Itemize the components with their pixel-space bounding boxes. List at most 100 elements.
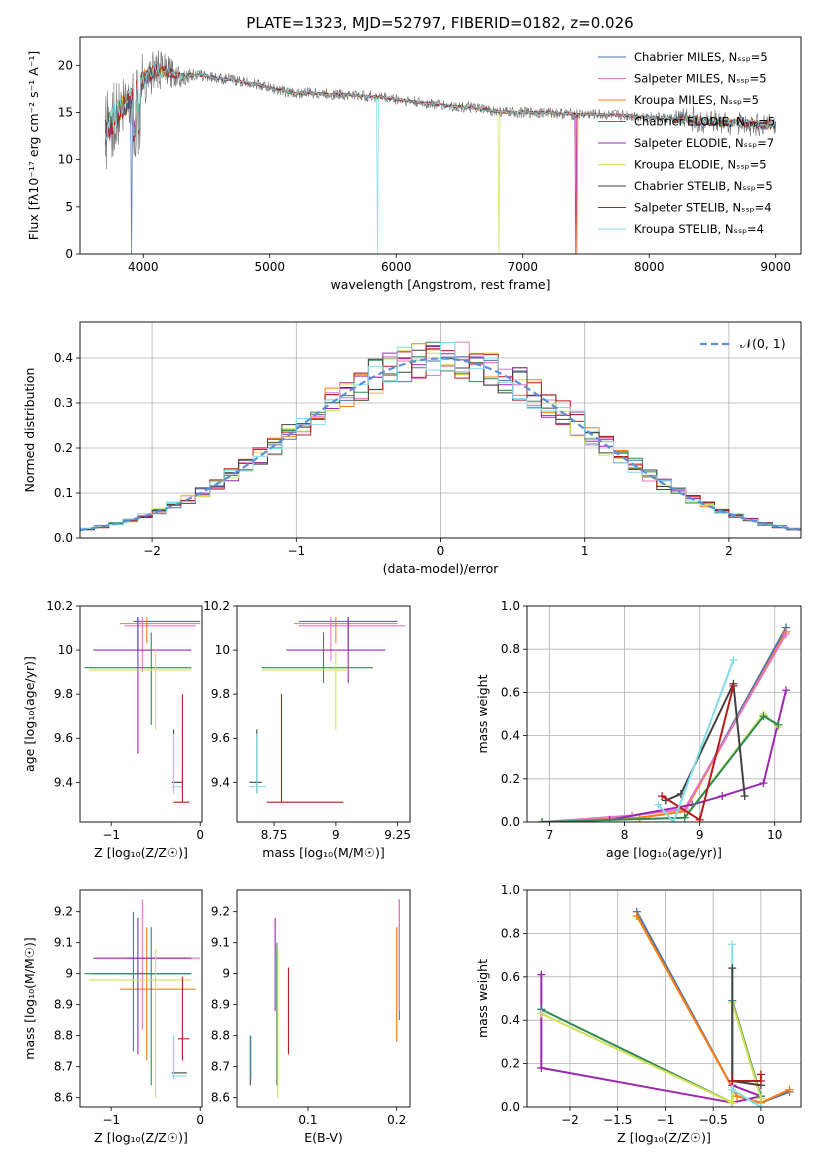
mass-weight-line bbox=[657, 659, 735, 822]
spectrum-xtick-label: 5000 bbox=[254, 260, 285, 274]
massweight-vs-z-panel: −2 −1.5 −1 −0.5 0 0.0 0.2 0.4 0.6 0.8 1.0 Z [log₁₀(… bbox=[475, 883, 802, 1145]
residual-histogram-ylabel: Normed distribution bbox=[22, 368, 37, 493]
massweight-vs-z-ytick-label: 0.8 bbox=[501, 926, 520, 940]
spectrum-ytick-label: 10 bbox=[58, 153, 73, 167]
age-vs-z-ytick-label: 10 bbox=[58, 643, 73, 657]
massweight-vs-z-ytick-label: 0.6 bbox=[501, 970, 520, 984]
spectrum-legend-label: Chabrier MILES, Nₛₛₚ=5 bbox=[634, 50, 768, 64]
mass-vs-z-xlabel: Z [log₁₀(Z/Z☉)] bbox=[94, 1130, 188, 1145]
spectrum-legend-label: Kroupa ELODIE, Nₛₛₚ=5 bbox=[634, 158, 767, 172]
age-vs-z-ytick-label: 9.4 bbox=[54, 775, 73, 789]
massweight-vs-age-ytick-label: 0.8 bbox=[501, 642, 520, 656]
massweight-vs-z-ytick-label: 0.2 bbox=[501, 1057, 520, 1071]
age-vs-mass-ytick-label: 9.4 bbox=[211, 775, 230, 789]
spectrum-ytick-label: 5 bbox=[65, 200, 73, 214]
massweight-vs-age-panel: 7 8 9 10 0.0 0.2 0.4 0.6 0.8 1.0 age [log₁₀(age/yr… bbox=[475, 599, 802, 860]
mass-vs-ebv-frame bbox=[236, 889, 411, 1108]
massweight-vs-age-xtick-label: 10 bbox=[767, 828, 782, 842]
spectrum-legend-label: Kroupa STELIB, Nₛₛₚ=4 bbox=[634, 222, 764, 236]
age-vs-mass-frame bbox=[236, 605, 411, 823]
residual-histogram-xtick-label: 2 bbox=[725, 544, 733, 558]
figure-title: PLATE=1323, MJD=52797, FIBERID=0182, z=0… bbox=[246, 14, 633, 32]
spectrum-xtick-label: 8000 bbox=[634, 260, 665, 274]
mass-vs-z-panel: −1 0 8.6 8.7 8.8 8.9 9 9.1 9.2 Z [log₁₀(Z/Z☉)] mas… bbox=[22, 889, 204, 1145]
residual-histogram-panel: −2 −1 0 1 2 0.0 0.1 0.2 0.3 0.4 (data-model)/error… bbox=[22, 321, 802, 576]
mass-vs-ebv-ytick-label: 8.7 bbox=[211, 1060, 230, 1074]
mass-vs-ebv-xtick-label: 0.2 bbox=[387, 1113, 406, 1127]
mass-vs-ebv-xlabel: E(B-V) bbox=[304, 1130, 343, 1145]
mass-vs-z-ytick-label: 8.6 bbox=[54, 1091, 73, 1105]
massweight-vs-z-plot-area bbox=[527, 890, 801, 1107]
massweight-vs-age-xtick-label: 9 bbox=[696, 828, 704, 842]
mass-weight-line bbox=[541, 633, 787, 822]
spectrum-legend-label: Chabrier STELIB, Nₛₛₚ=5 bbox=[634, 179, 773, 193]
massweight-vs-age-ytick-label: 0.0 bbox=[501, 815, 520, 829]
mass-vs-z-ytick-label: 8.7 bbox=[54, 1060, 73, 1074]
residual-histogram-ytick-label: 0.1 bbox=[54, 486, 73, 500]
mass-vs-z-xtick-label: 0 bbox=[196, 1113, 204, 1127]
spectrum-xtick-label: 4000 bbox=[128, 260, 159, 274]
age-vs-mass-ytick-label: 9.8 bbox=[211, 687, 230, 701]
age-vs-mass-xtick-label: 9 bbox=[332, 828, 340, 842]
mass-vs-ebv-xtick-label: 0.1 bbox=[298, 1113, 317, 1127]
spectrum-line bbox=[104, 63, 776, 254]
spectrum-frame bbox=[79, 36, 802, 255]
mass-weight-line bbox=[665, 682, 746, 802]
age-vs-mass-xtick-label: 9.25 bbox=[384, 828, 411, 842]
massweight-vs-age-ytick-label: 0.6 bbox=[501, 685, 520, 699]
spectrum-ytick-label: 0 bbox=[65, 247, 73, 261]
age-vs-mass-plot-area bbox=[249, 617, 406, 803]
mass-vs-z-ytick-label: 9 bbox=[65, 967, 73, 981]
spectrum-legend-label: Salpeter MILES, Nₛₛₚ=5 bbox=[634, 72, 767, 86]
spectrum-ytick-label: 20 bbox=[58, 58, 73, 72]
mass-vs-ebv-ytick-label: 8.8 bbox=[211, 1029, 230, 1043]
residual-histogram-xlabel: (data-model)/error bbox=[383, 561, 500, 576]
mass-vs-z-ylabel: mass [log₁₀(M/M☉)] bbox=[22, 937, 37, 1059]
mass-vs-ebv-ytick-label: 8.6 bbox=[211, 1091, 230, 1105]
spectrum-ytick-label: 15 bbox=[58, 105, 73, 119]
massweight-vs-z-frame bbox=[526, 889, 802, 1108]
spectrum-legend-label: Salpeter ELODIE, Nₛₛₚ=7 bbox=[634, 136, 774, 150]
massweight-vs-age-ytick-label: 0.4 bbox=[501, 729, 520, 743]
mass-vs-z-ytick-label: 9.1 bbox=[54, 936, 73, 950]
spectrum-xtick-label: 9000 bbox=[760, 260, 791, 274]
residual-histogram-xtick-label: −2 bbox=[143, 544, 161, 558]
mass-vs-ebv-ytick-label: 9 bbox=[222, 967, 230, 981]
massweight-vs-z-ytick-label: 0.4 bbox=[501, 1013, 520, 1027]
spectrum-legend-label: Chabrier ELODIE, Nₛₛₚ=5 bbox=[634, 115, 775, 129]
age-vs-z-frame bbox=[79, 605, 203, 823]
mass-vs-ebv-ytick-label: 8.9 bbox=[211, 998, 230, 1012]
residual-histogram-xtick-label: 0 bbox=[437, 544, 445, 558]
age-vs-z-ytick-label: 9.6 bbox=[54, 731, 73, 745]
residual-histogram-xtick-label: 1 bbox=[581, 544, 589, 558]
massweight-vs-age-xtick-label: 8 bbox=[621, 828, 629, 842]
massweight-vs-z-ytick-label: 0.0 bbox=[501, 1100, 520, 1114]
mass-vs-ebv-ytick-label: 9.1 bbox=[211, 936, 230, 950]
mass-vs-z-plot-area bbox=[84, 899, 201, 1098]
mass-vs-z-ytick-label: 8.9 bbox=[54, 998, 73, 1012]
mass-vs-z-ytick-label: 8.8 bbox=[54, 1029, 73, 1043]
age-vs-z-xtick-label: 0 bbox=[196, 828, 204, 842]
massweight-vs-age-xlabel: age [log₁₀(age/yr)] bbox=[606, 845, 722, 860]
residual-histogram-plot-area bbox=[80, 322, 801, 538]
age-vs-z-ylabel: age [log₁₀(age/yr)] bbox=[22, 656, 37, 772]
massweight-vs-z-xtick-label: −1.5 bbox=[603, 1113, 632, 1127]
massweight-vs-z-xtick-label: 0 bbox=[757, 1113, 765, 1127]
age-vs-mass-panel: 8.75 9 9.25 9.4 9.6 9.8 10 10.2 mass [log₁₀(M/M☉… bbox=[203, 599, 411, 860]
mass-vs-ebv-panel: 0.1 0.2 8.6 8.7 8.8 8.9 9 9.1 9.2 E(B-V) bbox=[211, 889, 411, 1145]
normal-curve bbox=[80, 357, 801, 532]
spectrum-panel: 4000 5000 6000 7000 8000 9000 0 5 10 15 20 waveleng… bbox=[26, 36, 802, 292]
mass-vs-z-ytick-label: 9.2 bbox=[54, 905, 73, 919]
spectrum-legend-label: Kroupa MILES, Nₛₛₚ=5 bbox=[634, 93, 759, 107]
age-vs-mass-ytick-label: 9.6 bbox=[211, 731, 230, 745]
massweight-vs-z-ytick-label: 1.0 bbox=[501, 883, 520, 897]
massweight-vs-age-frame bbox=[526, 605, 802, 823]
residual-histogram-xtick-label: −1 bbox=[287, 544, 305, 558]
spectrum-xtick-label: 7000 bbox=[507, 260, 538, 274]
histogram-legend-label: 𝒩(0, 1) bbox=[740, 336, 786, 351]
massweight-vs-z-xlabel: Z [log₁₀(Z/Z☉)] bbox=[617, 1130, 711, 1145]
massweight-vs-age-xtick-label: 7 bbox=[546, 828, 554, 842]
mass-vs-z-xtick-label: −1 bbox=[102, 1113, 120, 1127]
